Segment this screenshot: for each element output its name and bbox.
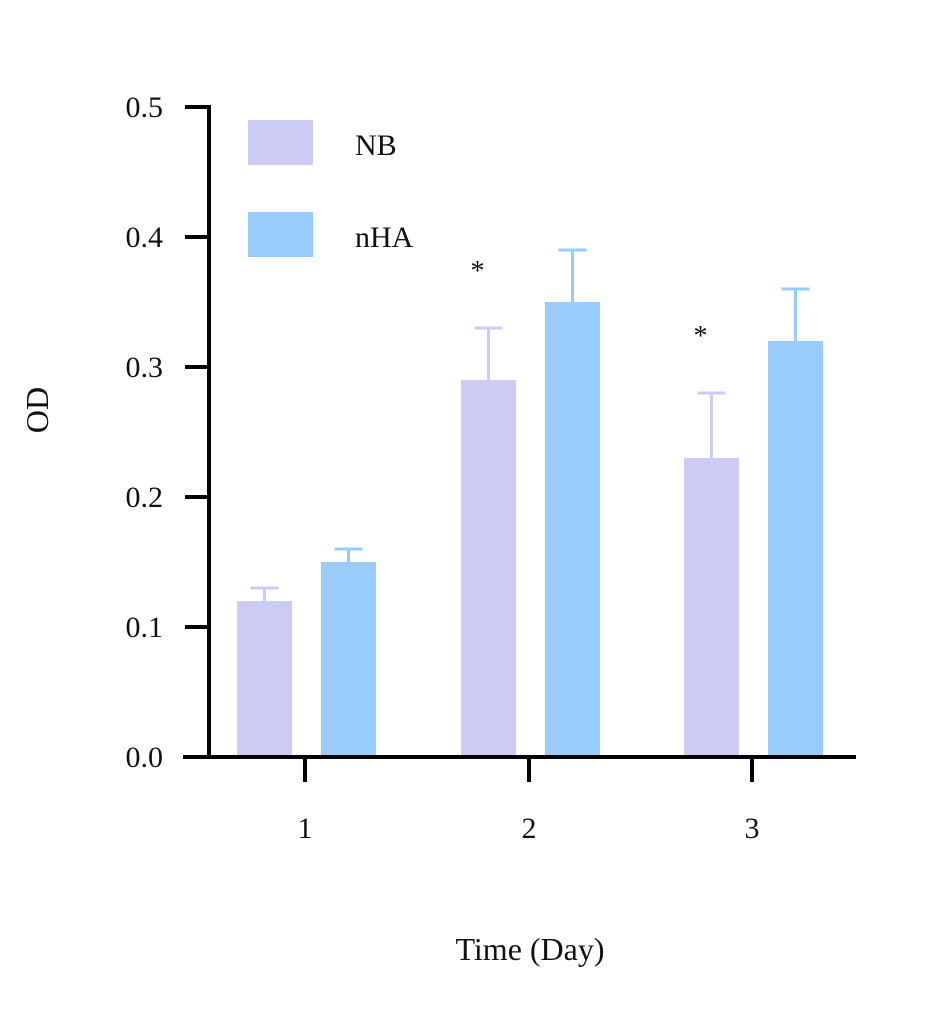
- y-tick-label: 0.5: [126, 91, 164, 124]
- x-tick-label: 3: [745, 812, 760, 845]
- y-tick-label: 0.1: [126, 611, 164, 644]
- bars-layer: **: [237, 248, 823, 757]
- legend-swatch-nha: [248, 212, 313, 257]
- legend-swatch-nb: [248, 120, 313, 165]
- y-tick-label: 0.3: [126, 351, 164, 384]
- legend-label-nb: NB: [355, 129, 397, 162]
- x-axis-label: Time (Day): [455, 931, 604, 967]
- legend-label-nha: nHA: [355, 221, 414, 254]
- bar-nha-day1: [321, 562, 376, 757]
- bar-nha-day3: [768, 341, 823, 757]
- legend: NB nHA: [248, 120, 414, 257]
- significance-marker: *: [694, 321, 708, 352]
- bar-nb-day1: [237, 601, 292, 757]
- significance-marker: *: [471, 256, 485, 287]
- bar-nha-day2: [545, 302, 600, 757]
- bar-nb-day2: [461, 380, 516, 757]
- y-axis-label: OD: [19, 387, 55, 433]
- bar-nb-day3: [684, 458, 739, 757]
- y-tick-label: 0.0: [126, 741, 164, 774]
- axes-layer: 0.0 0.1 0.2 0.3 0.4 0.5 1 2 3: [126, 91, 856, 845]
- y-tick-label: 0.2: [126, 481, 164, 514]
- y-tick-label: 0.4: [126, 221, 164, 254]
- x-tick-label: 1: [298, 812, 313, 845]
- x-tick-label: 2: [522, 812, 537, 845]
